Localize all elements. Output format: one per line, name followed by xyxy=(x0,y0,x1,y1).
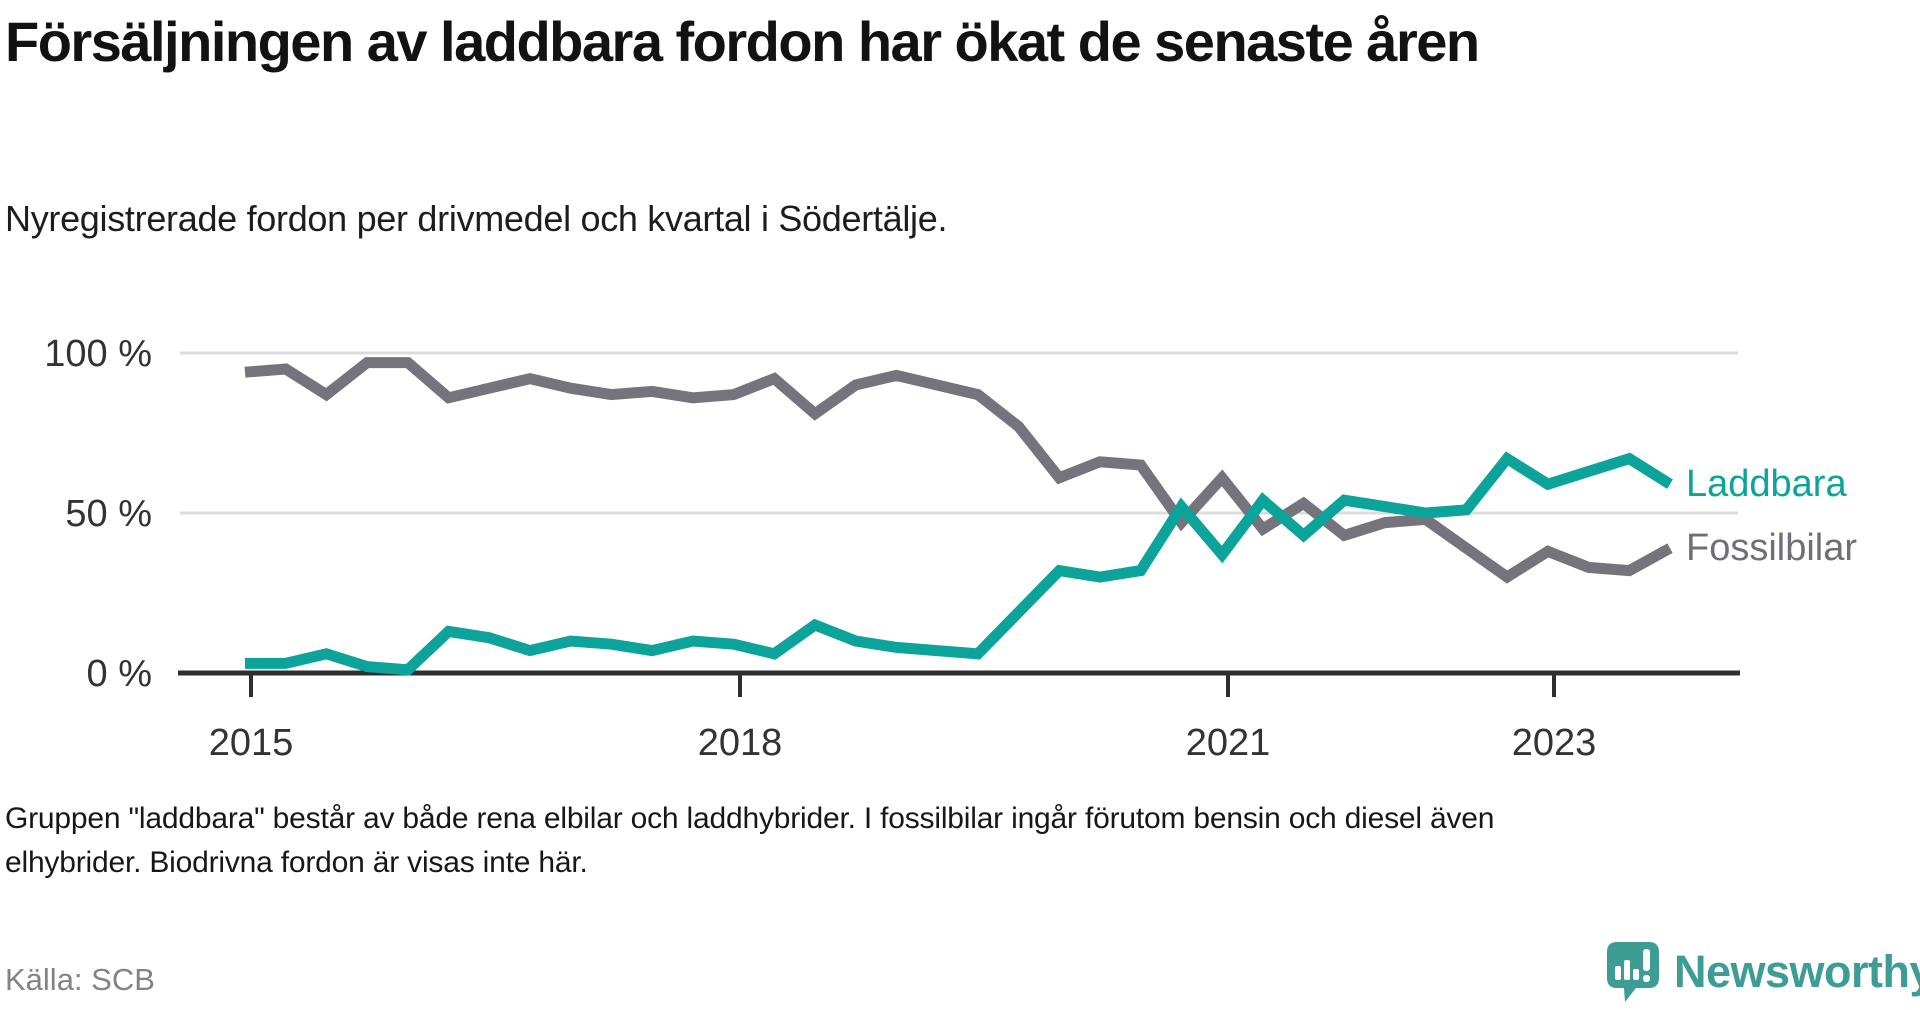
brand-name: Newsworthy xyxy=(1674,946,1920,997)
y-axis-labels: 100 % 50 % 0 % xyxy=(44,333,152,695)
y-tick-50: 50 % xyxy=(65,493,152,535)
series-line-laddbara xyxy=(245,451,1673,676)
page-title: Försäljningen av laddbara fordon har öka… xyxy=(5,10,1480,73)
footnote-line-2: elhybrider. Biodrivna fordon är visas in… xyxy=(5,846,588,879)
chart-subtitle: Nyregistrerade fordon per drivmedel och … xyxy=(5,198,948,239)
y-tick-0: 0 % xyxy=(87,653,152,695)
footnote-line-1: Gruppen "laddbara" består av både rena e… xyxy=(5,802,1495,835)
brand: Newsworthy xyxy=(1606,940,1920,1004)
series-lines xyxy=(244,357,1673,676)
y-tick-100: 100 % xyxy=(44,333,152,375)
newsworthy-logo-icon xyxy=(1607,942,1659,1002)
x-axis-labels: 2015 2018 2021 2023 xyxy=(209,722,1597,764)
series-line-fossilbilar xyxy=(244,357,1673,584)
series-label-laddbara: Laddbara xyxy=(1686,463,1847,505)
x-tick-2023: 2023 xyxy=(1512,722,1597,764)
x-axis-ticks xyxy=(249,675,1556,697)
series-label-fossilbilar: Fossilbilar xyxy=(1686,527,1857,569)
footnote: Gruppen "laddbara" består av både rena e… xyxy=(5,797,1494,885)
x-tick-2015: 2015 xyxy=(209,722,294,764)
gridlines xyxy=(180,351,1738,515)
source-note: Källa: SCB xyxy=(5,962,155,997)
series-labels: Laddbara Fossilbilar xyxy=(1686,463,1857,569)
x-tick-2018: 2018 xyxy=(698,722,783,764)
x-tick-2021: 2021 xyxy=(1186,722,1271,764)
